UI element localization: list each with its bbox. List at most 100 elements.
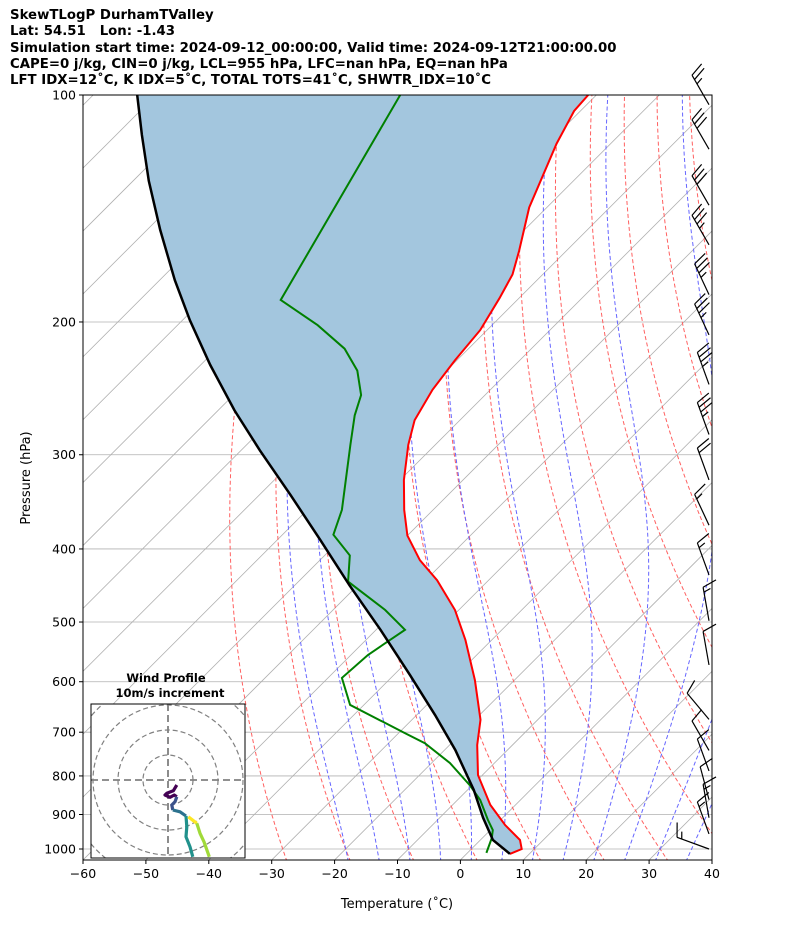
hodograph-subtitle: 10m/s increment: [116, 686, 225, 700]
moist-adiabat: [717, 95, 794, 862]
y-tick-label: 1000: [44, 842, 76, 857]
barb-staff: [691, 215, 710, 246]
y-tick-label: 600: [52, 674, 76, 689]
barb-feather: [694, 112, 705, 125]
isotherm-gridline: [397, 544, 712, 860]
barb-staff: [694, 303, 710, 336]
barb-staff: [694, 263, 710, 295]
x-tick-label: −20: [321, 866, 347, 881]
x-tick-label: −30: [259, 866, 285, 881]
hodograph-trace: [184, 815, 195, 858]
barb-feather: [694, 252, 706, 265]
y-tick-label: 200: [52, 314, 76, 329]
barb-feather: [694, 207, 705, 221]
y-tick-label: 300: [52, 447, 76, 462]
dry-adiabat: [656, 95, 712, 430]
barb-feather: [691, 63, 703, 76]
isotherm-gridline: [460, 607, 712, 860]
barb-feather: [694, 293, 706, 305]
barb-feather: [691, 203, 703, 216]
barb-staff: [696, 542, 710, 576]
title-line-2: Lat: 54.51 Lon: -1.43: [10, 24, 176, 40]
dry-adiabat: [623, 95, 712, 546]
x-tick-label: 20: [578, 866, 594, 881]
barb-staff: [676, 836, 710, 850]
barb-feather: [696, 792, 710, 803]
wind-barb: [696, 392, 713, 435]
wind-barb: [702, 776, 717, 818]
isotherm-gridline: [83, 95, 94, 106]
wind-barb: [694, 252, 710, 295]
barb-feather: [700, 351, 713, 363]
barb-feather: [694, 67, 705, 80]
barb-staff: [691, 175, 710, 206]
barb-feather: [691, 709, 703, 722]
hodograph-trace: [170, 796, 179, 811]
barb-feather: [698, 302, 710, 314]
moist-adiabat: [446, 95, 507, 860]
y-tick-label: 500: [52, 615, 76, 630]
x-tick-label: −60: [70, 866, 96, 881]
barb-staff: [691, 119, 710, 150]
barb-staff: [691, 74, 710, 105]
barb-staff: [696, 738, 710, 772]
barb-half-feather: [700, 271, 707, 278]
x-tick-label: 30: [641, 866, 657, 881]
wind-barb: [696, 729, 710, 772]
wind-barb: [702, 623, 717, 666]
moist-adiabat: [686, 802, 712, 860]
barb-feather: [696, 212, 708, 225]
wind-barb: [696, 533, 710, 576]
y-axis-label: Pressure (hPa): [19, 431, 34, 524]
barb-staff: [686, 692, 710, 720]
title-line-1: SkewTLogP DurhamTValley: [10, 8, 214, 23]
profiles: [135, 95, 589, 855]
barb-half-feather: [696, 493, 703, 500]
isotherm-gridline: [83, 95, 220, 232]
title-line-4: CAPE=0 j/kg, CIN=0 j/kg, LCL=955 hPa, LF…: [10, 56, 508, 72]
barb-staff: [702, 631, 710, 666]
wind-barb: [694, 293, 710, 336]
barb-half-feather: [698, 542, 706, 549]
dry-adiabat: [721, 78, 794, 862]
title-line-5: LFT IDX=12˚C, K IDX=5˚C, TOTAL TOTS=41˚C…: [10, 73, 492, 89]
x-tick-label: 40: [704, 866, 720, 881]
y-tick-label: 100: [52, 88, 76, 103]
barb-half-feather: [698, 801, 706, 808]
temperature-line: [402, 95, 589, 855]
isotherm-gridline: [585, 733, 712, 860]
dry-adiabat: [481, 95, 669, 860]
isotherm-gridline: [83, 95, 283, 295]
wind-barb: [696, 342, 713, 385]
hodograph-trace: [187, 815, 198, 825]
hodograph-trace: [195, 822, 211, 858]
barb-staff: [702, 784, 710, 818]
barb-feather: [686, 680, 696, 694]
axes: −60 −50 −40 −30 −20 −10 0 10 20 30 40 100 200 300 400 5…: [44, 88, 720, 882]
wind-barb: [691, 164, 710, 206]
dewpoint-line: [279, 95, 494, 854]
barb-feather: [698, 347, 711, 358]
barb-half-feather: [702, 411, 709, 418]
barb-feather: [698, 262, 710, 274]
x-tick-label: 10: [515, 866, 531, 881]
barb-feather: [700, 401, 713, 413]
x-tick-label: −40: [196, 866, 222, 881]
hodograph-trace: [172, 808, 187, 818]
hodograph-inset: Wind Profile 10m/s increment: [90, 671, 246, 859]
y-tick-label: 900: [52, 807, 76, 822]
isotherm-gridline: [145, 293, 712, 860]
barb-staff: [696, 801, 710, 835]
wind-barb: [696, 438, 711, 481]
barb-feather: [699, 757, 713, 768]
x-tick-label: 0: [456, 866, 464, 881]
hodograph-trace: [163, 784, 179, 799]
isotherm-gridline: [83, 95, 660, 672]
wind-barb: [676, 822, 710, 850]
barb-feather: [702, 776, 717, 785]
barb-staff: [702, 587, 710, 621]
barb-half-feather: [700, 311, 707, 319]
wind-barbs: [676, 63, 717, 850]
barb-staff: [696, 447, 710, 481]
y-tick-label: 800: [52, 768, 76, 783]
